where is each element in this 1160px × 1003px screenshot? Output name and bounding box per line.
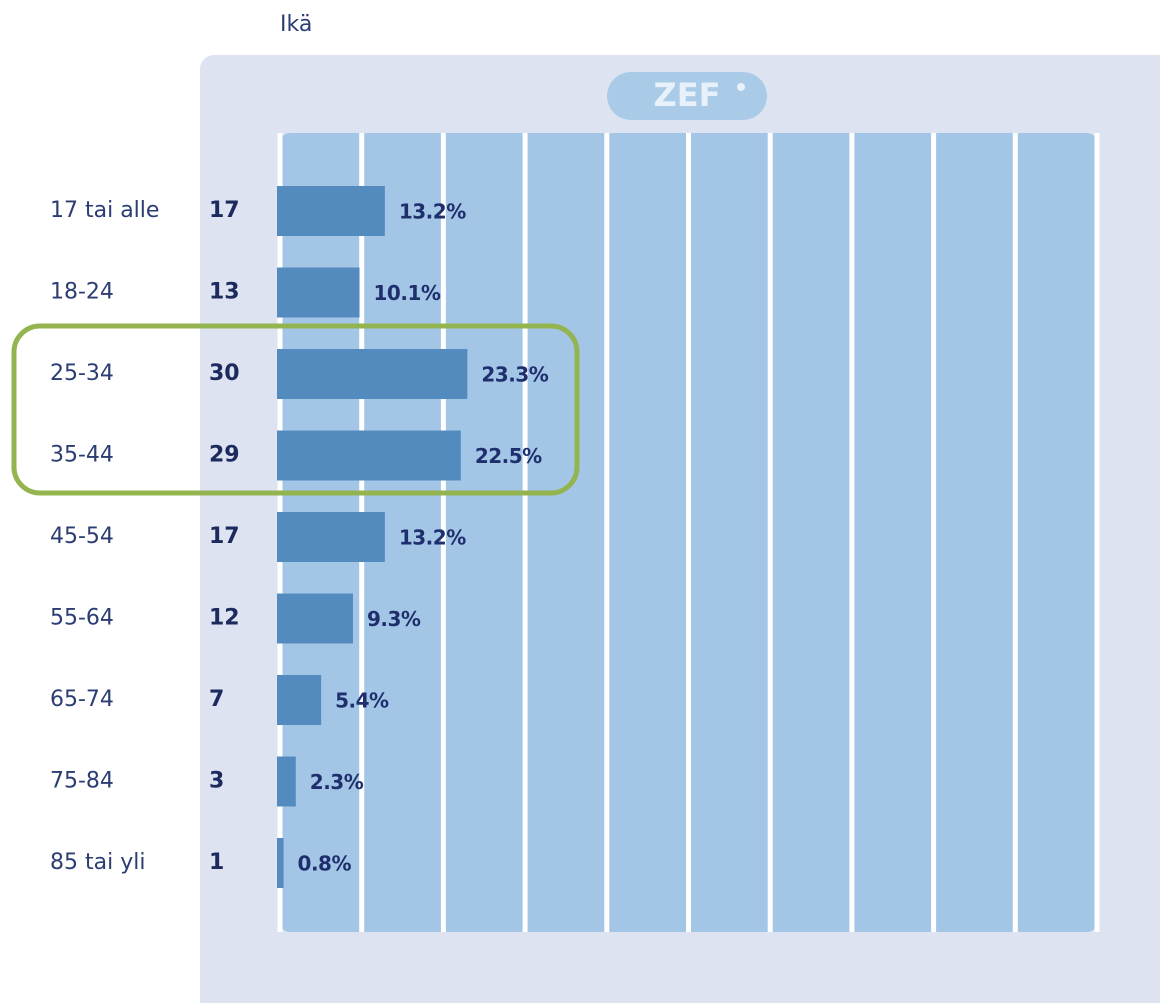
chart-title: Ikä bbox=[280, 12, 312, 37]
bar bbox=[277, 186, 385, 236]
count-label: 17 bbox=[209, 524, 240, 549]
bar bbox=[277, 430, 461, 481]
logo-pill bbox=[607, 72, 767, 120]
value-label: 5.4% bbox=[335, 689, 389, 713]
value-label: 9.3% bbox=[367, 607, 421, 631]
count-label: 12 bbox=[209, 606, 240, 631]
count-label: 29 bbox=[209, 443, 240, 468]
value-label: 22.5% bbox=[475, 444, 542, 468]
category-label: 85 tai yli bbox=[50, 850, 145, 875]
value-label: 13.2% bbox=[399, 200, 466, 224]
bar bbox=[277, 349, 468, 399]
category-label: 18-24 bbox=[50, 280, 114, 305]
category-label: 17 tai alle bbox=[50, 198, 159, 223]
bar bbox=[277, 756, 296, 807]
count-label: 13 bbox=[209, 280, 240, 305]
highlight bbox=[11, 323, 580, 496]
value-label: 2.3% bbox=[310, 770, 364, 794]
value-label: 23.3% bbox=[481, 363, 548, 387]
bar bbox=[277, 838, 284, 888]
category-label: 45-54 bbox=[50, 524, 114, 549]
bar bbox=[277, 267, 360, 318]
category-label: 75-84 bbox=[50, 769, 114, 794]
logo-mark bbox=[737, 83, 745, 91]
value-label: 0.8% bbox=[298, 852, 352, 876]
bar bbox=[277, 512, 385, 562]
count-label: 3 bbox=[209, 769, 224, 794]
value-label: 10.1% bbox=[374, 281, 441, 305]
category-label: 25-34 bbox=[50, 361, 114, 386]
category-label: 65-74 bbox=[50, 687, 114, 712]
value-label: 13.2% bbox=[399, 526, 466, 550]
category-label: 55-64 bbox=[50, 606, 114, 631]
bar bbox=[277, 675, 322, 725]
bar bbox=[277, 593, 353, 644]
category-label: 35-44 bbox=[50, 443, 114, 468]
logo: ZEF bbox=[654, 76, 721, 114]
count-label: 17 bbox=[209, 198, 240, 223]
count-label: 7 bbox=[209, 687, 224, 712]
count-label: 1 bbox=[209, 850, 224, 875]
count-label: 30 bbox=[209, 361, 240, 386]
